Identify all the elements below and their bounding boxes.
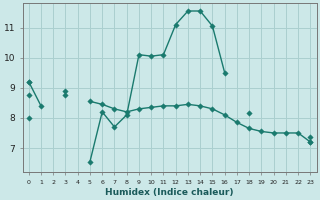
X-axis label: Humidex (Indice chaleur): Humidex (Indice chaleur) (105, 188, 234, 197)
